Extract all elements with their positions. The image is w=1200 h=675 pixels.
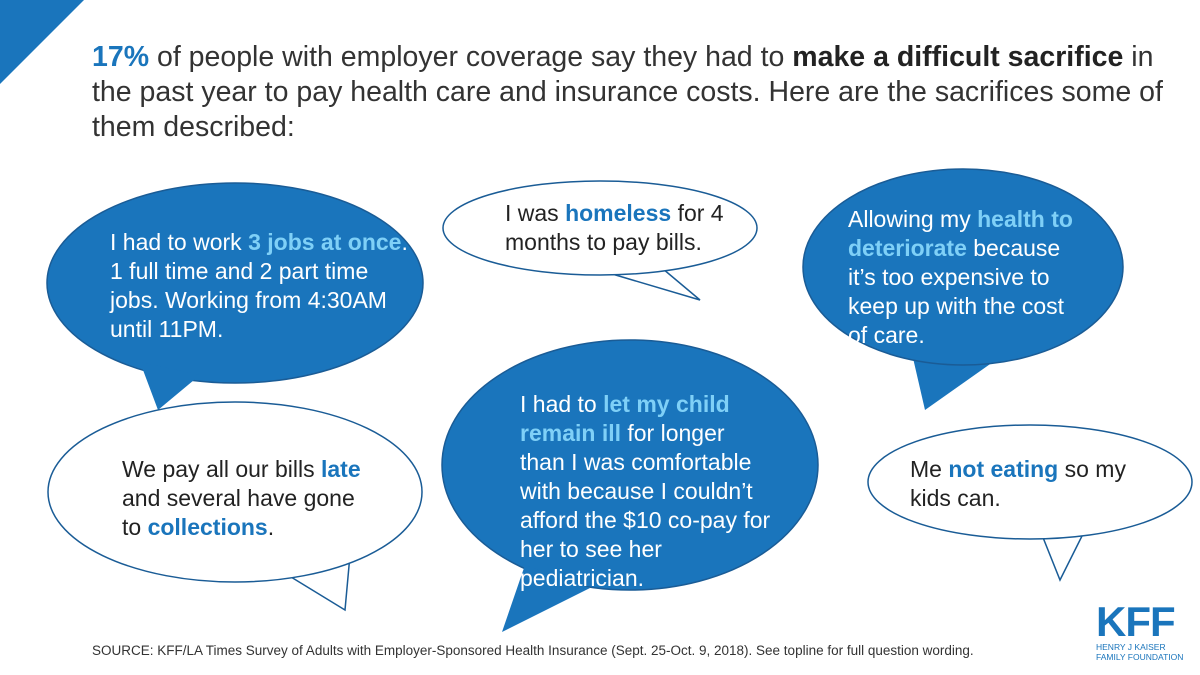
headline-text-1: of people with employer coverage say the… — [149, 41, 793, 73]
bubble-health-rest: because it’s too expensive to keep up wi… — [848, 235, 1065, 348]
bubble-shape-eating — [867, 424, 1193, 582]
bubble-shape-homeless — [442, 180, 758, 301]
bubble-jobs-text: I had to work — [110, 229, 249, 255]
bubble-eating-text: Me — [910, 456, 949, 482]
logo-line-2: FAMILY FOUNDATION — [1096, 652, 1184, 662]
headline-text-2: in the past year to pay health care and … — [92, 41, 1163, 143]
bubble-child-highlight: let my child remain ill — [520, 391, 730, 446]
headline: 17% of people with employer coverage say… — [92, 40, 1192, 145]
bubble-bills-text: We pay all our bills — [122, 456, 321, 482]
headline-stat: 17% — [92, 41, 150, 73]
bubble-child-rest: for longer than I was comfortable with b… — [520, 420, 771, 591]
bubble-text-child: I had to let my child remain ill for lon… — [520, 390, 775, 593]
bubble-shape-jobs — [46, 182, 424, 410]
bubble-shape-child — [441, 339, 819, 632]
bubble-child-text: I had to — [520, 391, 604, 417]
logo-mark: KFF — [1096, 598, 1176, 645]
kff-logo: KFF HENRY J KAISER FAMILY FOUNDATION — [1096, 598, 1188, 663]
bubble-bills-highlight-2: collections — [147, 514, 268, 540]
bubble-bills-rest: and several have gone to — [122, 485, 355, 540]
bubble-text-jobs: I had to work 3 jobs at once. 1 full tim… — [110, 228, 410, 344]
bubble-homeless-text: I was — [505, 200, 566, 226]
bubble-text-homeless: I was homeless for 4 months to pay bills… — [505, 199, 750, 257]
bubble-text-eating: Me not eating so my kids can. — [910, 455, 1150, 513]
bubble-bills-highlight: late — [321, 456, 361, 482]
source-note: SOURCE: KFF/LA Times Survey of Adults wi… — [92, 643, 974, 658]
bubble-text-bills: We pay all our bills late and several ha… — [122, 455, 377, 542]
bubble-shape-health — [802, 168, 1124, 410]
logo-line-1: HENRY J KAISER — [1096, 642, 1166, 652]
bubble-homeless-rest: for 4 months to pay bills. — [505, 200, 724, 255]
bubble-eating-highlight: not eating — [948, 456, 1059, 482]
bubble-shape-bills — [47, 401, 423, 612]
bubble-jobs-rest: . 1 full time and 2 part time jobs. Work… — [110, 229, 408, 342]
bubble-text-health: Allowing my health to deteriorate becaus… — [848, 205, 1088, 350]
bubble-eating-rest: so my kids can. — [910, 456, 1126, 511]
bubble-health-highlight: health to deteriorate — [848, 206, 1073, 261]
bubble-bills-end: . — [267, 514, 275, 540]
headline-emphasis: make a difficult sacrifice — [792, 41, 1124, 73]
bubble-homeless-highlight: homeless — [565, 200, 672, 226]
bubble-jobs-highlight: 3 jobs at once — [248, 229, 402, 255]
bubble-health-text: Allowing my — [848, 206, 978, 232]
